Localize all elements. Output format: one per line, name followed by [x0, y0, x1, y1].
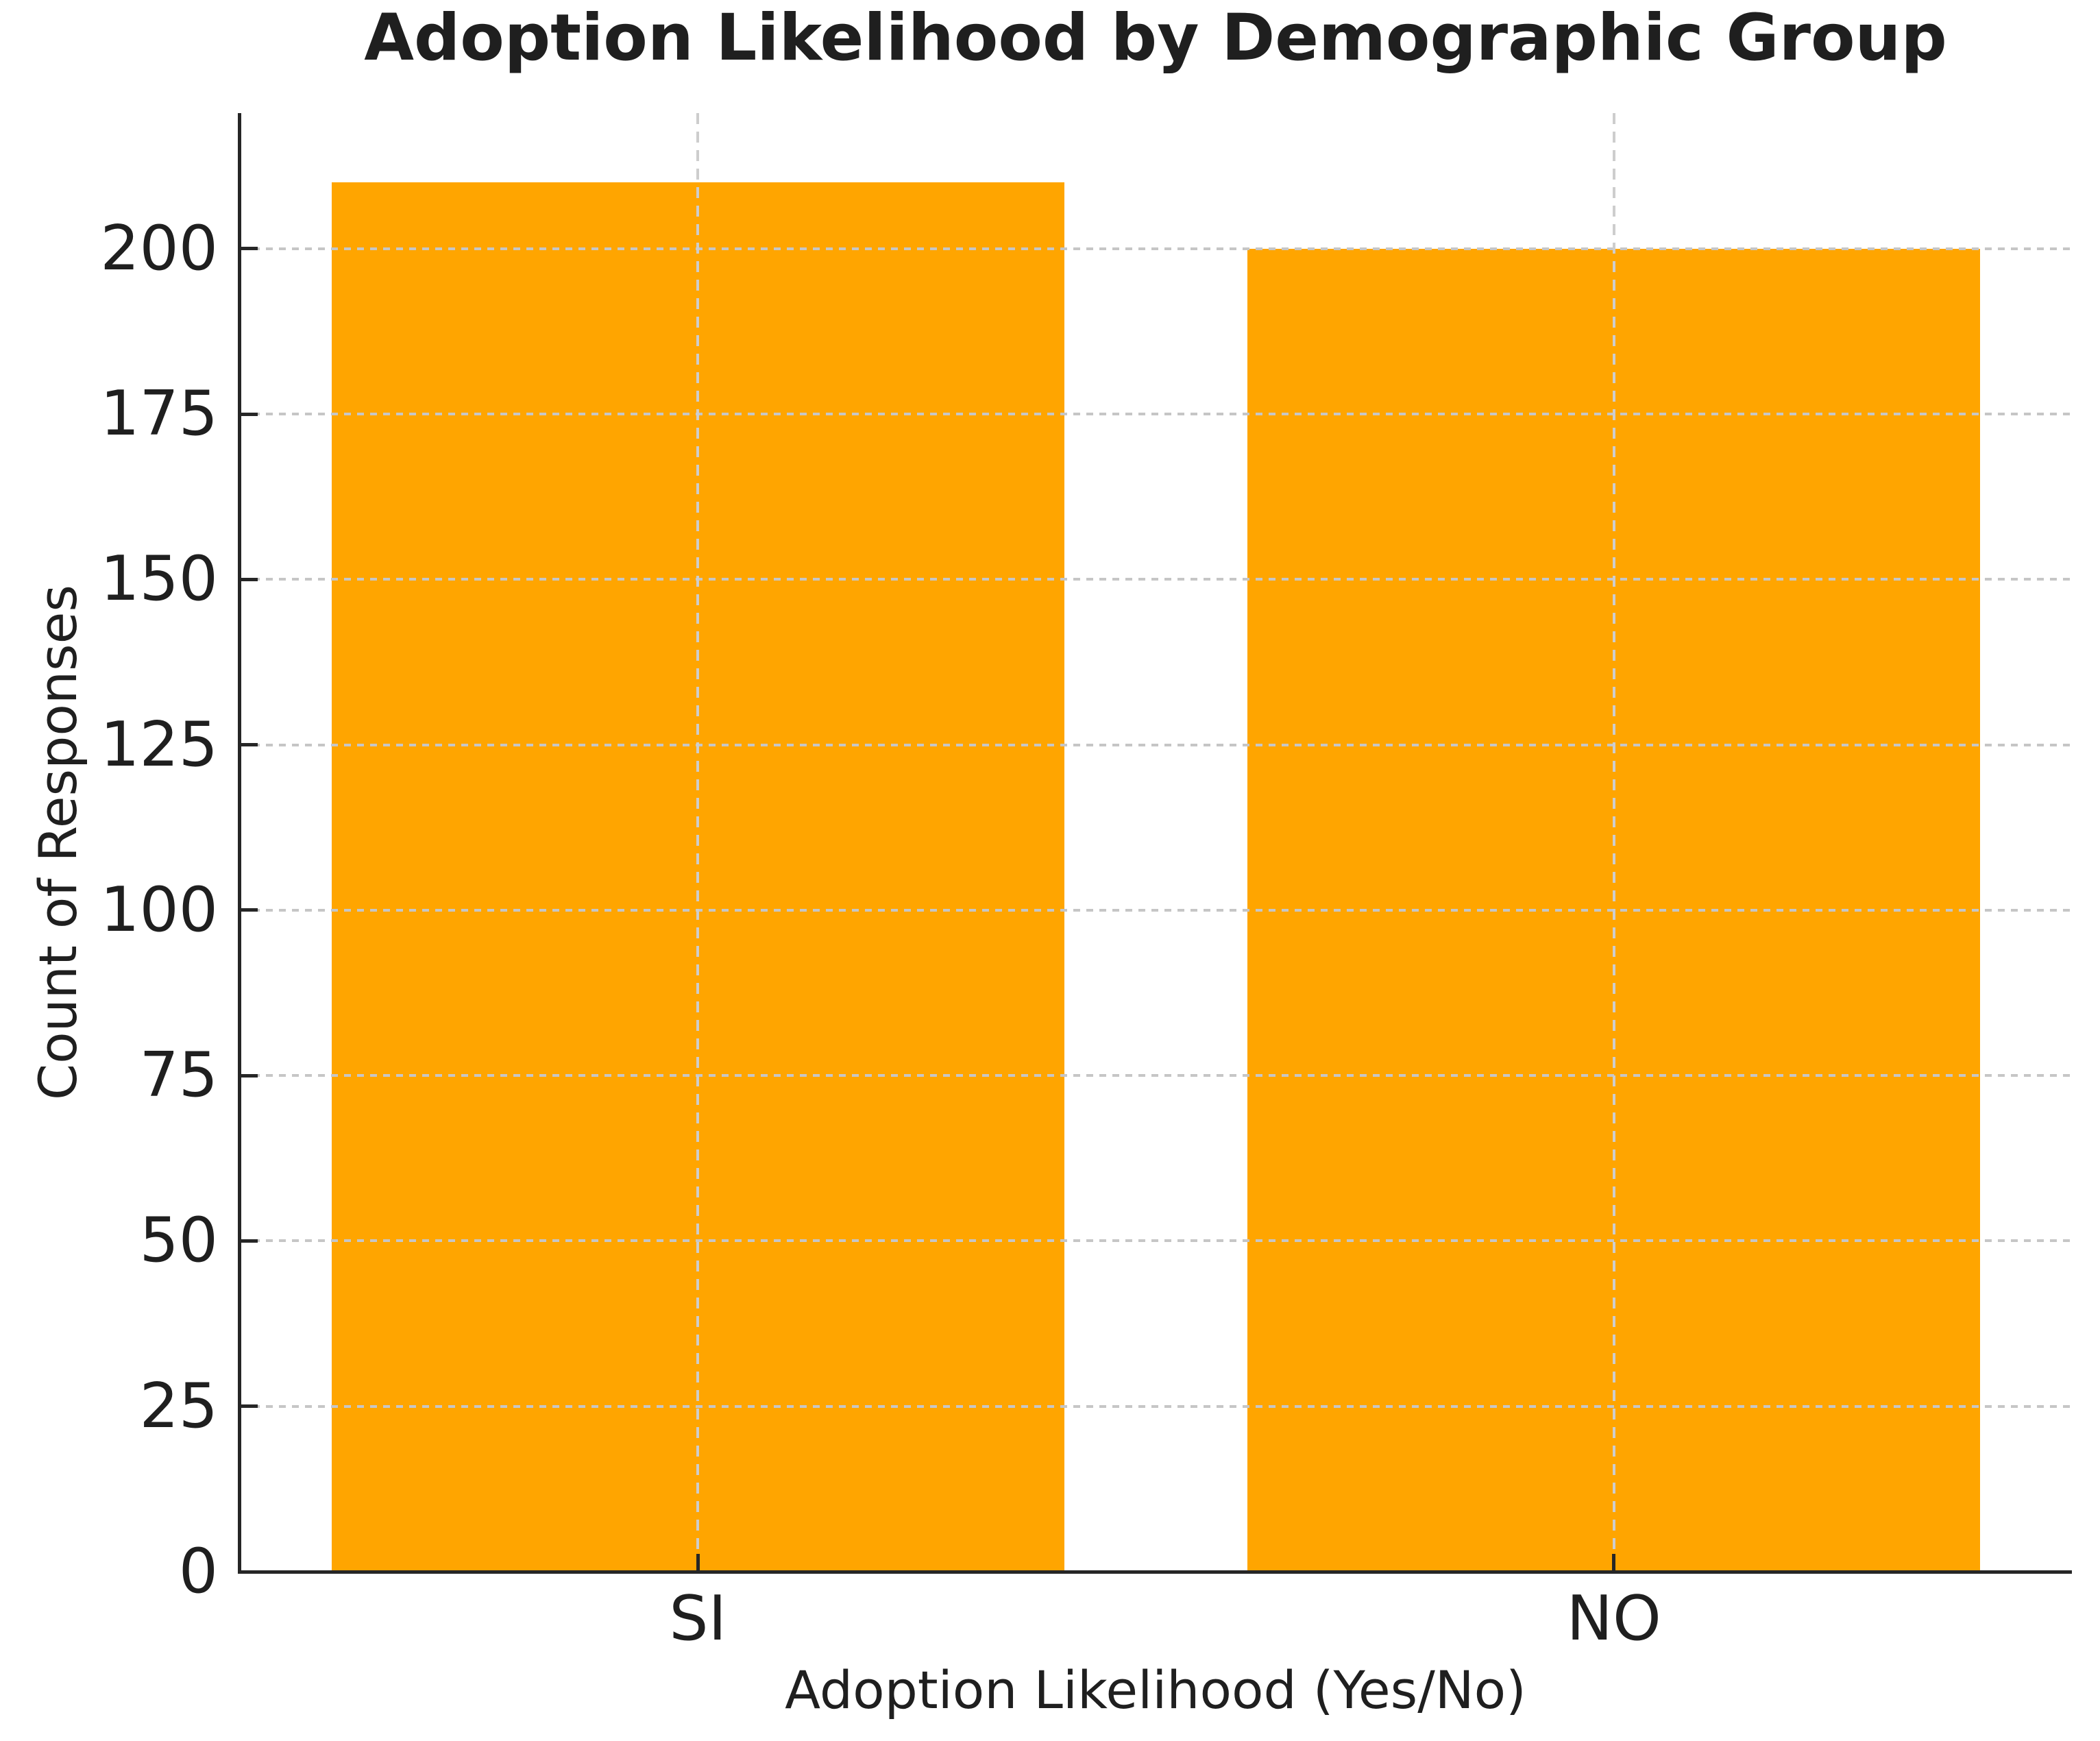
y-tick-mark [240, 247, 258, 251]
y-tick-label: 50 [139, 1204, 218, 1277]
y-tick-label: 175 [100, 378, 218, 450]
x-tick-label: SI [669, 1583, 727, 1655]
y-tick-label: 75 [139, 1039, 218, 1112]
x-tick-mark [1612, 1554, 1616, 1572]
y-tick-mark [240, 908, 258, 912]
y-tick-label: 125 [100, 708, 218, 781]
x-gridline [1612, 113, 1615, 1572]
x-axis-spine [238, 1570, 2072, 1574]
y-tick-mark [240, 412, 258, 416]
y-tick-label: 150 [100, 543, 218, 616]
y-axis-spine [238, 113, 241, 1574]
y-gridline [240, 1074, 2072, 1078]
chart-title: Adoption Likelihood by Demographic Group [364, 1, 1947, 75]
y-tick-mark [240, 1404, 258, 1409]
y-tick-mark [240, 577, 258, 581]
y-tick-label: 200 [100, 212, 218, 284]
y-gridline [240, 908, 2072, 912]
y-tick-label: 25 [139, 1369, 218, 1442]
y-gridline [240, 247, 2072, 250]
y-tick-mark [240, 743, 258, 747]
y-tick-mark [240, 1073, 258, 1078]
plot-area [240, 113, 2072, 1574]
x-axis-label: Adoption Likelihood (Yes/No) [785, 1659, 1526, 1720]
y-gridline [240, 743, 2072, 746]
y-gridline [240, 1404, 2072, 1408]
y-tick-mark [240, 1239, 258, 1243]
y-tick-label: 0 [178, 1535, 218, 1607]
y-gridline [240, 578, 2072, 581]
y-gridline [240, 413, 2072, 416]
x-tick-mark [696, 1554, 700, 1572]
y-gridline [240, 1239, 2072, 1243]
y-axis-label: Count of Responses [27, 585, 89, 1100]
x-tick-label: NO [1566, 1583, 1661, 1655]
x-gridline [696, 113, 700, 1572]
y-tick-label: 100 [100, 873, 218, 946]
